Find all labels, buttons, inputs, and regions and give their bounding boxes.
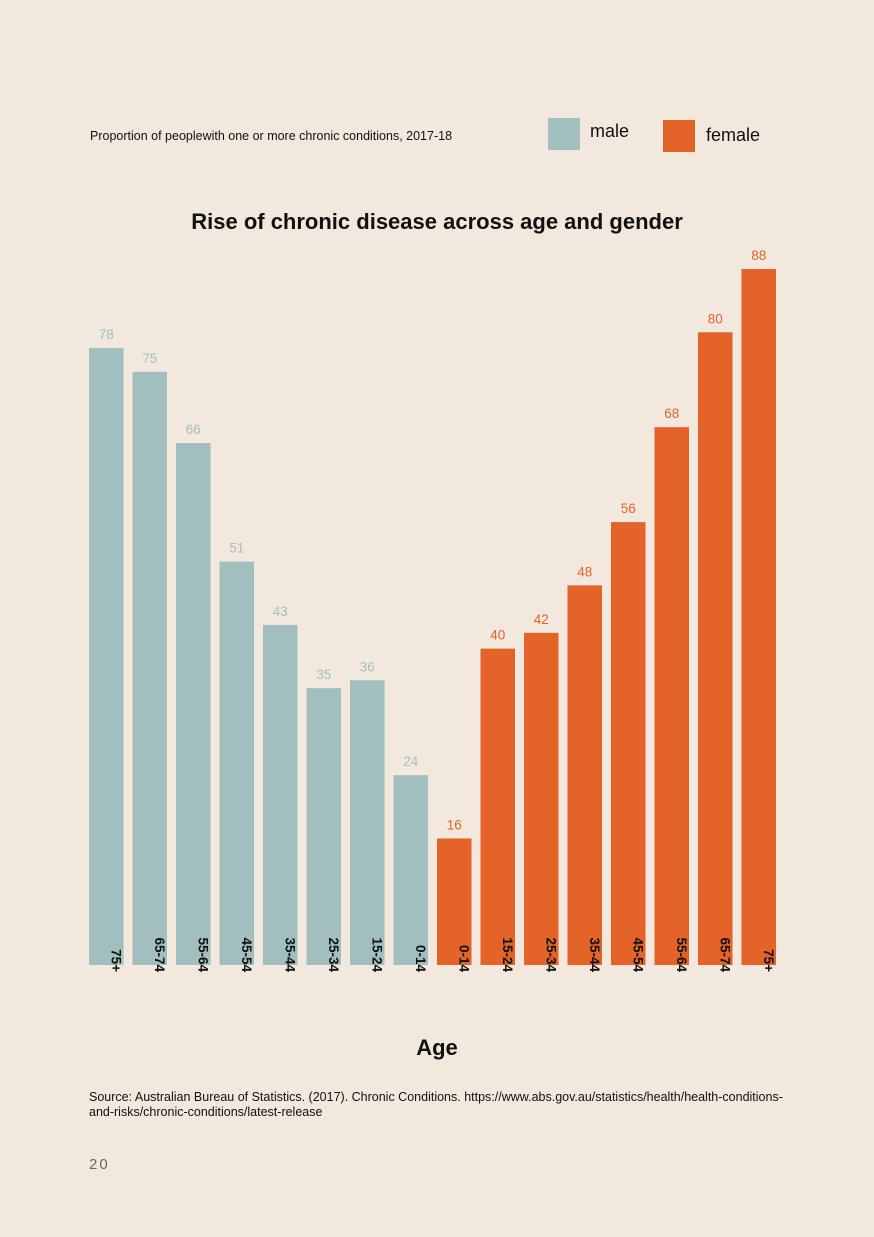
x-tick-label-3: 45-54 [239,937,254,972]
x-tick-label-14: 65-74 [717,937,732,972]
x-axis-title: Age [416,1035,458,1060]
data-label-male-55-64: 66 [186,422,201,437]
x-tick-label-13: 55-64 [674,937,689,972]
legend-label-female: female [706,124,761,145]
legend-item-male: male [548,118,629,150]
x-tick-label-0: 75+ [108,949,123,972]
source-citation: Source: Australian Bureau of Statistics.… [89,1090,783,1119]
x-tick-label-7: 0-14 [413,945,428,973]
data-label-male-25-34: 35 [316,667,331,682]
bar-male-75+ [89,348,124,965]
bar-female-15-24 [480,648,515,965]
x-tick-label-4: 35-44 [282,937,297,972]
bar-female-75+ [741,269,776,965]
bar-female-25-34 [524,632,559,965]
bar-male-0-14 [393,775,428,965]
bar-male-65-74 [132,371,167,965]
x-tick-label-8: 0-14 [456,945,471,973]
data-label-male-0-14: 24 [403,754,419,769]
page-number: 20 [89,1156,110,1173]
x-tick-label-10: 25-34 [543,937,558,972]
data-label-male-35-44: 43 [273,604,288,619]
legend-item-female: female [663,120,760,152]
x-tick-label-12: 45-54 [630,937,645,972]
data-label-male-15-24: 36 [360,659,375,674]
bar-female-55-64 [654,427,689,965]
legend-label-male: male [590,120,630,141]
x-tick-label-5: 25-34 [326,937,341,972]
data-label-female-25-34: 42 [534,612,549,627]
data-label-male-45-54: 51 [229,541,244,556]
data-label-male-65-74: 75 [142,351,157,366]
data-label-female-35-44: 48 [577,564,592,579]
bar-male-35-44 [263,624,298,965]
data-label-female-55-64: 68 [664,406,679,421]
data-label-female-15-24: 40 [490,628,505,643]
bar-male-45-54 [219,561,254,965]
data-label-female-75+: 88 [751,248,766,263]
data-label-female-45-54: 56 [621,501,636,516]
bar-male-25-34 [306,688,341,965]
legend-swatch-female [663,120,695,152]
bar-female-35-44 [567,585,602,965]
chart-subtitle: Proportion of peoplewith one or more chr… [90,129,453,143]
data-label-male-75+: 78 [99,327,114,342]
bar-female-65-74 [698,332,733,966]
bar-female-0-14 [437,838,472,965]
x-tick-label-9: 15-24 [500,937,515,972]
legend-swatch-male [548,118,580,150]
x-tick-label-2: 55-64 [195,937,210,972]
data-label-female-0-14: 16 [447,817,462,832]
x-tick-label-15: 75+ [761,949,776,972]
chart-title: Rise of chronic disease across age and g… [191,209,683,234]
bar-female-45-54 [611,522,646,965]
bar-male-55-64 [176,443,211,965]
data-label-female-65-74: 80 [708,311,723,326]
x-tick-label-11: 35-44 [587,937,602,972]
x-tick-label-6: 15-24 [369,937,384,972]
x-tick-label-1: 65-74 [152,937,167,972]
bar-male-15-24 [350,680,385,965]
